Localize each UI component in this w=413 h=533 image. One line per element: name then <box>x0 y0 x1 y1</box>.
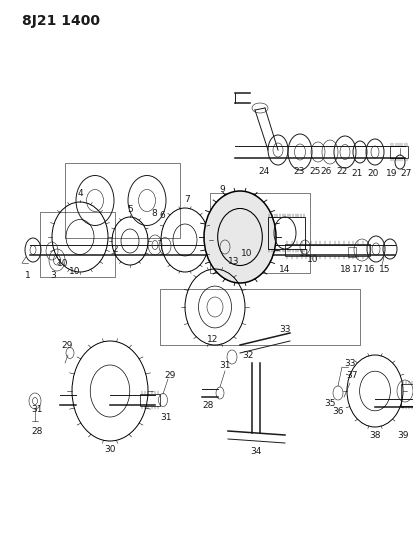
Text: 28: 28 <box>202 400 214 409</box>
Bar <box>268 217 305 249</box>
Text: 11: 11 <box>299 248 311 257</box>
Text: 4: 4 <box>77 189 83 198</box>
Text: 10: 10 <box>307 254 319 263</box>
Text: 10: 10 <box>69 266 81 276</box>
Text: 21: 21 <box>351 169 363 179</box>
Text: 32: 32 <box>242 351 254 359</box>
Text: 31: 31 <box>160 413 172 422</box>
Bar <box>348 247 356 257</box>
Text: 6: 6 <box>159 211 165 220</box>
Text: 35: 35 <box>324 399 336 408</box>
Bar <box>160 289 360 345</box>
Text: 25: 25 <box>309 167 320 176</box>
Text: 3: 3 <box>50 271 56 279</box>
Text: 26: 26 <box>320 167 332 176</box>
Text: 16: 16 <box>364 264 376 273</box>
Text: 18: 18 <box>340 264 352 273</box>
Text: 29: 29 <box>164 370 176 379</box>
Bar <box>285 244 370 256</box>
Text: 37: 37 <box>346 370 358 379</box>
Text: 24: 24 <box>259 167 270 176</box>
Text: 27: 27 <box>400 169 412 179</box>
Text: 30: 30 <box>104 445 116 454</box>
Text: 31: 31 <box>219 360 231 369</box>
Text: 23: 23 <box>293 167 305 176</box>
Bar <box>65 163 180 238</box>
Bar <box>390 146 408 158</box>
Text: 33: 33 <box>344 359 356 367</box>
Text: 8: 8 <box>151 208 157 217</box>
Text: 10: 10 <box>57 259 69 268</box>
Bar <box>210 193 310 273</box>
Text: 31: 31 <box>31 405 43 414</box>
Bar <box>140 394 160 406</box>
Text: 22: 22 <box>336 167 348 176</box>
Text: 33: 33 <box>279 325 291 334</box>
Text: 29: 29 <box>61 341 73 350</box>
Text: 8J21 1400: 8J21 1400 <box>22 14 100 28</box>
Text: 19: 19 <box>386 169 398 179</box>
Text: 12: 12 <box>207 335 219 343</box>
Text: 39: 39 <box>397 431 409 440</box>
Text: 14: 14 <box>279 264 291 273</box>
Text: 7: 7 <box>184 195 190 204</box>
Text: 38: 38 <box>369 431 381 440</box>
Text: 1: 1 <box>25 271 31 279</box>
Text: 10: 10 <box>241 248 253 257</box>
Text: 2: 2 <box>112 246 118 254</box>
Text: 13: 13 <box>228 256 240 265</box>
Text: 28: 28 <box>31 426 43 435</box>
Text: 20: 20 <box>367 169 379 179</box>
Text: 36: 36 <box>332 407 344 416</box>
Text: 17: 17 <box>352 264 364 273</box>
Text: 9: 9 <box>219 184 225 193</box>
Text: 34: 34 <box>250 447 262 456</box>
Ellipse shape <box>204 191 276 283</box>
Bar <box>401 384 413 406</box>
Bar <box>40 212 115 277</box>
Text: 5: 5 <box>127 205 133 214</box>
Text: 15: 15 <box>379 264 391 273</box>
